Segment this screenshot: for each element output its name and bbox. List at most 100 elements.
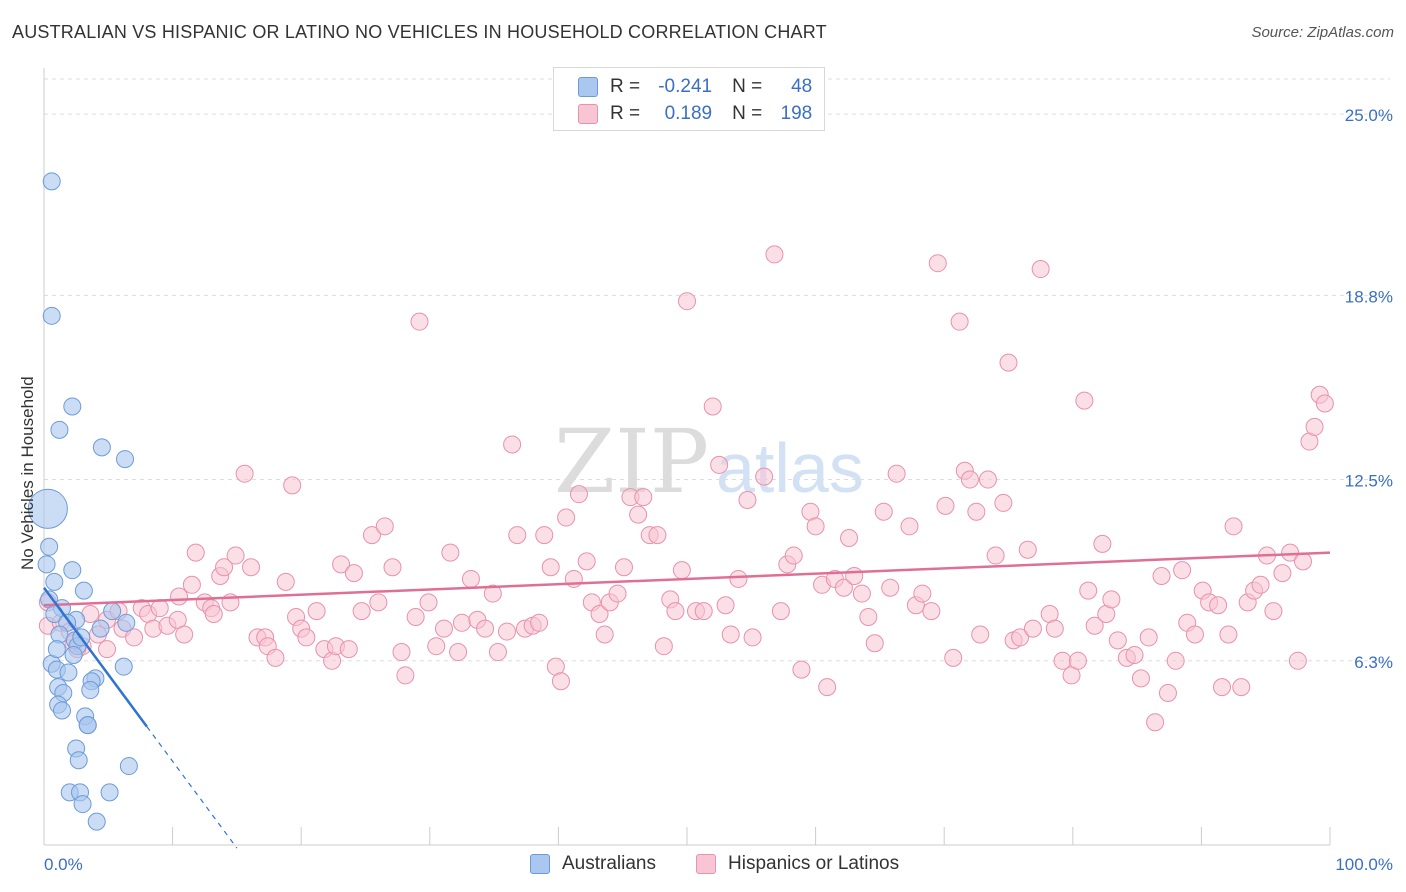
data-point-hispanic bbox=[215, 558, 234, 577]
data-point-hispanic bbox=[186, 543, 205, 562]
data-point-hispanic bbox=[1158, 683, 1177, 702]
data-point-hispanic bbox=[614, 558, 633, 577]
data-point-hispanic bbox=[936, 496, 955, 515]
data-point-hispanic bbox=[1102, 590, 1121, 609]
data-point-hispanic bbox=[913, 584, 932, 603]
data-point-australian bbox=[87, 812, 106, 831]
data-point-hispanic bbox=[551, 672, 570, 691]
data-point-australian bbox=[50, 625, 69, 644]
data-point-australian bbox=[92, 438, 111, 457]
data-point-hispanic bbox=[1125, 645, 1144, 664]
data-point-hispanic bbox=[792, 660, 811, 679]
data-point-hispanic bbox=[375, 517, 394, 536]
data-point-hispanic bbox=[352, 602, 371, 621]
data-point-hispanic bbox=[1185, 625, 1204, 644]
legend-r-value: -0.241 bbox=[658, 76, 713, 97]
y-axis-title: No Vehicles in Household bbox=[18, 376, 37, 570]
data-point-australian bbox=[63, 561, 82, 580]
data-point-hispanic bbox=[806, 517, 825, 536]
data-point-hispanic bbox=[950, 312, 969, 331]
legend-n-label: N = bbox=[732, 76, 763, 97]
data-point-hispanic bbox=[703, 397, 722, 416]
data-point-australian bbox=[119, 757, 138, 776]
data-point-australian bbox=[100, 783, 119, 802]
data-point-hispanic bbox=[1018, 540, 1037, 559]
data-point-hispanic bbox=[1085, 616, 1104, 635]
data-point-hispanic bbox=[434, 619, 453, 638]
data-point-australian bbox=[116, 450, 135, 469]
data-point-hispanic bbox=[1224, 517, 1243, 536]
data-point-hispanic bbox=[1166, 651, 1185, 670]
data-point-hispanic bbox=[1031, 260, 1050, 279]
trendline-australians-extension bbox=[146, 726, 238, 849]
data-point-australian bbox=[59, 663, 78, 682]
data-point-hispanic bbox=[694, 602, 713, 621]
data-point-hispanic bbox=[488, 643, 507, 662]
data-point-hispanic bbox=[634, 488, 653, 507]
data-point-hispanic bbox=[710, 455, 729, 474]
data-point-hispanic bbox=[629, 505, 648, 524]
data-point-hispanic bbox=[369, 593, 388, 612]
data-point-australian bbox=[81, 681, 100, 700]
data-point-hispanic bbox=[771, 602, 790, 621]
data-point-australian bbox=[42, 306, 61, 325]
bottom-legend-australians: Australians bbox=[530, 852, 656, 876]
data-point-hispanic bbox=[1264, 602, 1283, 621]
data-point-hispanic bbox=[182, 575, 201, 594]
data-point-hispanic bbox=[204, 605, 223, 624]
data-point-hispanic bbox=[986, 546, 1005, 565]
data-point-hispanic bbox=[729, 569, 748, 588]
data-point-australian bbox=[64, 645, 83, 664]
data-point-hispanic bbox=[419, 593, 438, 612]
data-point-hispanic bbox=[541, 558, 560, 577]
data-point-hispanic bbox=[557, 508, 576, 527]
data-point-australian bbox=[53, 701, 72, 720]
data-point-hispanic bbox=[427, 637, 446, 656]
data-point-australian bbox=[40, 537, 59, 556]
data-point-hispanic bbox=[235, 464, 254, 483]
data-point-hispanic bbox=[497, 622, 516, 641]
data-point-hispanic bbox=[1315, 394, 1334, 413]
legend-n-label: N = bbox=[732, 103, 763, 124]
data-point-hispanic bbox=[1131, 669, 1150, 688]
data-point-hispanic bbox=[125, 628, 144, 647]
bottom-legend-label: Australians bbox=[562, 853, 656, 874]
data-point-australian bbox=[103, 602, 122, 621]
data-point-hispanic bbox=[1251, 575, 1270, 594]
data-point-australian bbox=[114, 657, 133, 676]
data-point-australian bbox=[117, 613, 136, 632]
data-point-hispanic bbox=[392, 643, 411, 662]
data-point-hispanic bbox=[1053, 651, 1072, 670]
data-point-hispanic bbox=[1219, 625, 1238, 644]
x-tick-label: 100.0% bbox=[1335, 855, 1393, 874]
data-point-hispanic bbox=[755, 467, 774, 486]
legend-swatch-blue bbox=[578, 77, 598, 97]
data-point-hispanic bbox=[283, 476, 302, 495]
data-point-hispanic bbox=[461, 569, 480, 588]
data-point-hispanic bbox=[834, 578, 853, 597]
data-point-hispanic bbox=[971, 625, 990, 644]
data-point-hispanic bbox=[865, 634, 884, 653]
data-point-hispanic bbox=[1093, 534, 1112, 553]
data-point-hispanic bbox=[410, 312, 429, 331]
data-point-hispanic bbox=[1293, 552, 1312, 571]
legend-swatch-pink bbox=[578, 104, 598, 124]
data-point-australian bbox=[50, 420, 69, 439]
data-point-hispanic bbox=[452, 613, 471, 632]
bottom-legend-hispanics: Hispanics or Latinos bbox=[696, 852, 899, 876]
bottom-legend-label: Hispanics or Latinos bbox=[728, 853, 900, 874]
data-point-hispanic bbox=[721, 625, 740, 644]
data-point-hispanic bbox=[590, 605, 609, 624]
hispanics-points bbox=[38, 245, 1334, 732]
legend-r-label: R = bbox=[610, 76, 641, 97]
data-point-hispanic bbox=[765, 245, 784, 264]
data-point-australian bbox=[73, 795, 92, 814]
legend-row-hispanics: R = 0.189 N = 198 bbox=[578, 102, 812, 126]
data-point-hispanic bbox=[784, 546, 803, 565]
data-point-australian bbox=[47, 640, 66, 659]
data-point-hispanic bbox=[396, 666, 415, 685]
data-point-hispanic bbox=[276, 572, 295, 591]
data-point-hispanic bbox=[818, 678, 837, 697]
data-point-hispanic bbox=[1173, 561, 1192, 580]
